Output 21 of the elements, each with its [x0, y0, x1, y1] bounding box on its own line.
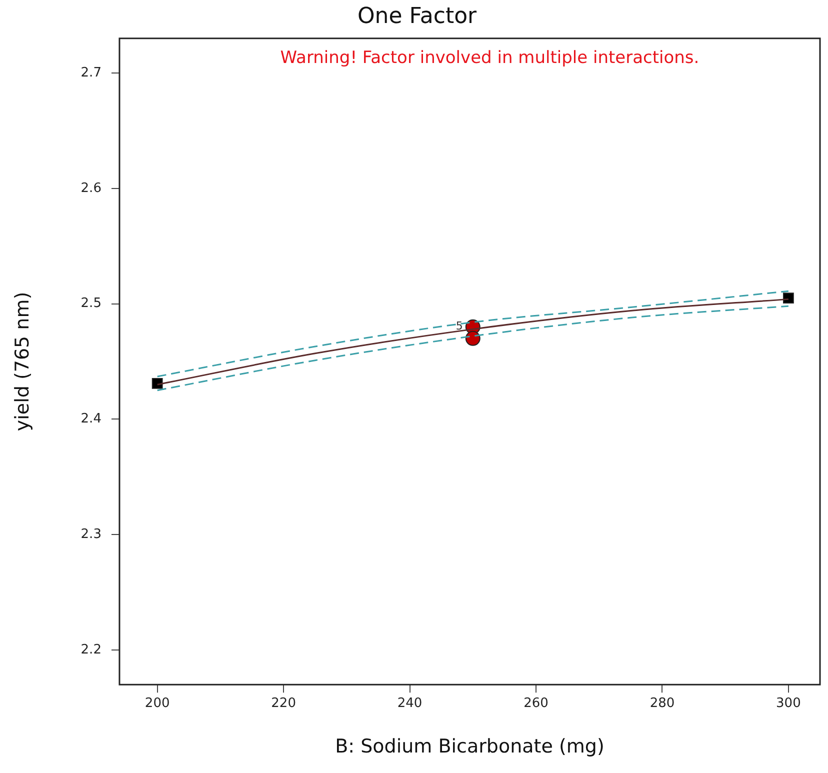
y-tick-label: 2.2: [80, 642, 102, 658]
y-tick-label: 2.3: [80, 526, 102, 542]
x-tick-label: 260: [524, 696, 548, 711]
y-axis-title: yield (765 nm): [11, 292, 34, 432]
x-tick-label: 220: [271, 696, 296, 711]
annotation: 5: [456, 320, 463, 333]
annotation: Warning! Factor involved in multiple interactions.: [280, 48, 700, 68]
y-tick-label: 2.7: [80, 65, 102, 80]
x-tick-label: 280: [650, 696, 675, 711]
x-tick-label: 200: [144, 696, 170, 711]
y-tick-label: 2.4: [80, 412, 102, 427]
chart-title: One Factor: [357, 4, 478, 29]
line-series: [156, 290, 790, 378]
y-tick-label: 2.5: [80, 296, 102, 312]
point: [152, 378, 163, 389]
x-axis-title: B: Sodium Bicarbonate (mg): [335, 736, 604, 758]
point: [465, 330, 480, 346]
point: [782, 292, 794, 304]
y-tick-label: 2.6: [80, 180, 102, 196]
x-tick-label: 300: [776, 696, 801, 711]
x-tick-label: 240: [397, 696, 422, 711]
